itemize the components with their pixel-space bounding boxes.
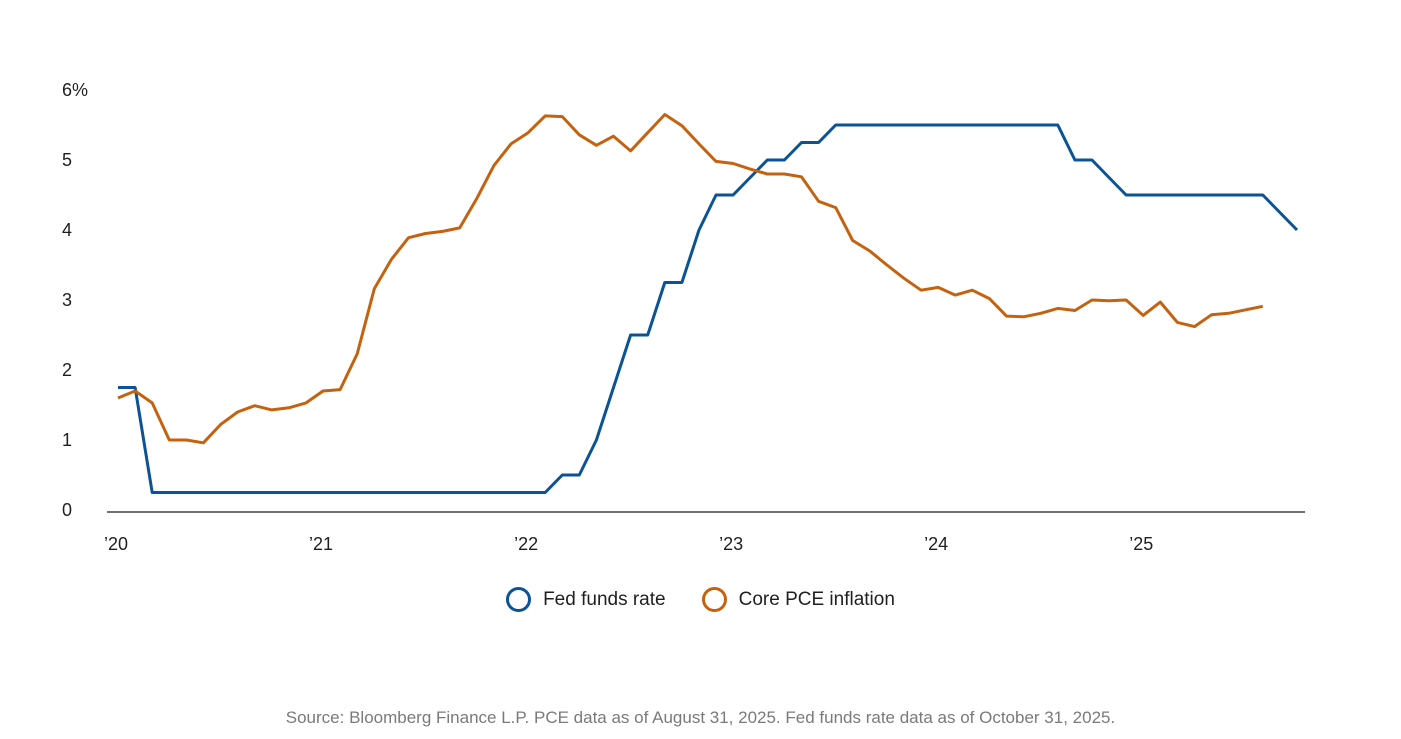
y-tick-label: 0 [62, 500, 72, 520]
y-tick-label: 3 [62, 290, 72, 310]
legend-swatch-circle-icon [506, 587, 532, 612]
y-tick-label: 5 [62, 150, 72, 170]
x-tick-label: ’24 [924, 534, 948, 554]
x-tick-label: ’20 [104, 534, 128, 554]
x-axis-ticks: ’20 ’21 ’22 ’23 ’24 ’25 [104, 534, 1153, 554]
x-tick-label: ’25 [1129, 534, 1153, 554]
y-tick-label: 2 [62, 360, 72, 380]
source-note: Source: Bloomberg Finance L.P. PCE data … [285, 708, 1116, 727]
legend-label: Core PCE inflation [738, 588, 895, 610]
series-line-fed-funds-rate [118, 123, 1299, 494]
x-tick-label: ’23 [719, 534, 743, 554]
y-tick-label: 6% [62, 80, 88, 100]
y-axis-ticks: 0 1 2 3 4 5 6% [62, 80, 88, 520]
y-tick-label: 1 [62, 430, 72, 450]
legend-label: Fed funds rate [543, 588, 666, 610]
legend-item-core-pce-inflation: Core PCE inflation [701, 587, 895, 612]
legend-item-fed-funds-rate: Fed funds rate [506, 587, 666, 612]
series-lines [117, 113, 1299, 494]
legend-swatch-circle-icon [701, 587, 727, 612]
y-tick-label: 4 [62, 220, 72, 240]
x-tick-label: ’21 [309, 534, 333, 554]
x-tick-label: ’22 [514, 534, 538, 554]
legend: Fed funds rate Core PCE inflation [0, 587, 1401, 612]
series-line-core-pce-inflation [117, 113, 1264, 445]
